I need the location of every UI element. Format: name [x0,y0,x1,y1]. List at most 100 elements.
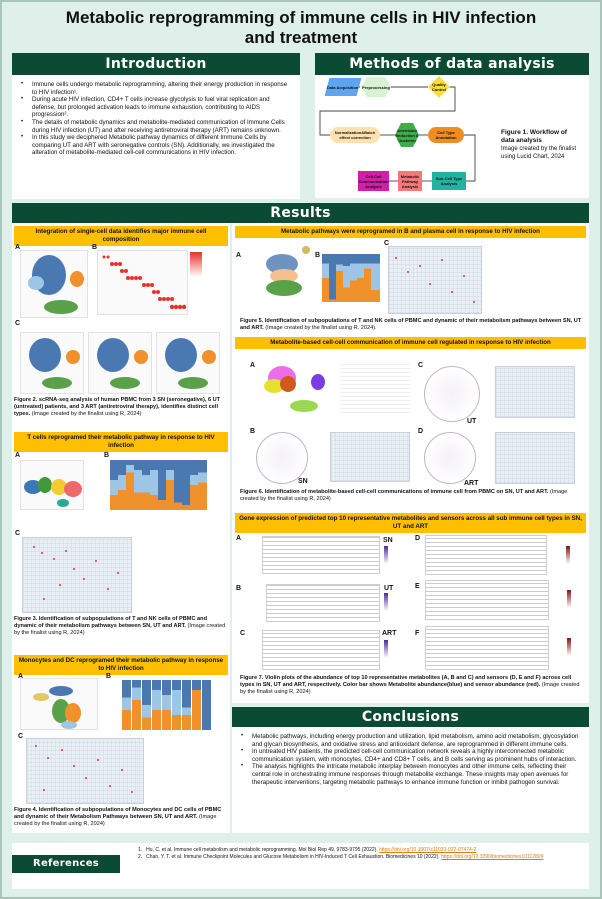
figure-1-caption-body: Image created by the finalist using Luci… [501,146,577,160]
stacked-bar [350,254,359,302]
umap-plot-icon [28,255,84,314]
monocytes-subheading: Monocytes and DC reprogramed their metab… [14,655,228,675]
references-list: 1. Hu, C. et al. Immune cell metabolism … [138,847,578,861]
stacked-bar [182,460,191,510]
stacked-bar [134,460,143,510]
figure-2a-umap [20,250,88,318]
red-colorbar [566,546,570,564]
stacked-bar [371,254,380,302]
reference-item: 2. Chan, Y. T. et al. Immune Checkpoint … [138,854,544,860]
figure-6a-umap [260,362,330,414]
reference-link[interactable]: https://doi.org/10.3390/biomedicines1011… [441,854,544,860]
figure-3c-heatmap [22,537,132,613]
panel-label-c: C [15,530,21,537]
integration-subheading: Integration of single-cell data identifi… [14,226,228,246]
panel-label-c: C [18,733,24,740]
figure-7f-violin-sensor-art [425,626,549,670]
stacked-bar [174,460,183,510]
bcells-subheading: Metabolic pathways were reprogramed in B… [235,226,586,238]
red-colorbar [567,590,571,608]
figure-1-caption-title: Figure 1. Workflow of data analysis [501,129,567,144]
introduction-bullets: Immune cells undergo metabolic reprogram… [18,81,292,157]
umap-plot-icon [264,366,325,412]
dotplot-icon [102,255,187,310]
panel-label-b: B [106,673,112,680]
stacked-bar [172,680,181,730]
panel-label-a: A [236,535,242,542]
figure-5a-umap [252,244,312,300]
figure-6a-legend [340,364,410,416]
flow-cell-type-annotation: Cell Type Annotation [428,127,464,143]
label-sn: SN [298,478,308,485]
panel-label-c: C [15,320,21,327]
umap-plot-icon [33,686,81,729]
communication-subheading: Metabolite-based cell-cell communication… [235,337,586,349]
stacked-bar [162,680,171,730]
reference-link[interactable]: https://doi.org/10.1007/s11033-022-07474… [379,847,477,853]
intro-bullet: During acute HIV infection, CD4+ T cells… [18,96,292,119]
figure-7e-violin-sensor-ut [425,580,549,620]
figure-2-caption: Figure 2. scRNA-seq analysis of human PB… [14,397,221,417]
results-left-column [12,223,230,833]
stacked-bar [190,460,199,510]
panel-label-d: D [418,428,424,435]
blue-colorbar [384,546,388,564]
panel-label-c: C [384,240,390,247]
panel-label-c: C [240,630,246,637]
figure-4-caption: Figure 4. Identification of subpopulatio… [14,807,222,827]
stacked-bar [202,680,211,730]
figure-2c-umap-ut [88,332,152,394]
methods-body: Data Acquisition Preprocessing Quality C… [315,75,589,198]
figure-7-caption: Figure 7. Violin plots of the abundance … [240,675,580,695]
tcells-subheading: T cells reprogramed their metabolic path… [14,432,228,452]
blue-colorbar [384,640,388,658]
label-ut: UT [384,585,394,592]
stacked-bar [192,680,201,730]
figure-7b-violin-ut [266,584,380,622]
stacked-bar [182,680,191,730]
flow-dimensional-reduction: Dimensional Reduction & Clustering [395,123,419,147]
stacked-bar [142,680,151,730]
figure-5c-heatmap [388,246,482,314]
stacked-bar [166,460,175,510]
umap-plot-icon [97,338,148,389]
figure-2c-umap-sn [20,332,84,394]
stacked-bar [126,460,135,510]
panel-label-a: A [15,244,21,251]
figure-3-caption: Figure 3. Identification of subpopulatio… [14,616,226,636]
figure-2c-umap-art [156,332,220,394]
intro-bullet: The details of metabolic dynamics and me… [18,119,292,134]
stacked-bar [122,680,131,730]
umap-plot-icon [165,338,216,389]
flow-cell-cell-communication: Cell-Cell Communication Analysis [358,171,389,191]
dotplot-color-legend [190,252,202,277]
panel-label-a: A [18,673,24,680]
conclusions-body: Metabolic pathways, including energy pro… [232,727,589,833]
poster-title: Metabolic reprogramming of immune cells … [65,8,537,47]
intro-bullet: In this study we deciphered Metabolic pa… [18,134,292,157]
figure-6b-heatmap-sn [330,432,410,482]
figure-5b-stacked-bars [322,254,382,302]
panel-label-b: B [250,428,256,435]
figure-6c-chord-ut [424,366,480,422]
conclusion-bullet: The analysis highlights the intricate me… [238,763,581,786]
stacked-bar [343,254,352,302]
red-colorbar [567,638,571,656]
panel-label-b: B [236,585,242,592]
stacked-bar [329,254,338,302]
panel-label-a: A [236,252,242,259]
conclusions-heading: Conclusions [232,707,589,727]
stacked-bar [336,254,345,302]
stacked-bar [110,460,119,510]
introduction-body: Immune cells undergo metabolic reprogram… [12,75,300,199]
panel-label-b: B [92,244,98,251]
panel-label-e: E [415,583,420,590]
panel-label-d: D [415,535,421,542]
flow-quality-control: Quality Control [428,76,450,98]
umap-plot-icon [266,246,310,296]
figure-2b-dotplot [97,250,188,315]
umap-plot-icon [24,477,82,507]
stacked-bar [198,460,207,510]
figure-1-caption: Figure 1. Workflow of data analysis Imag… [501,129,581,161]
label-ut: UT [467,418,477,425]
